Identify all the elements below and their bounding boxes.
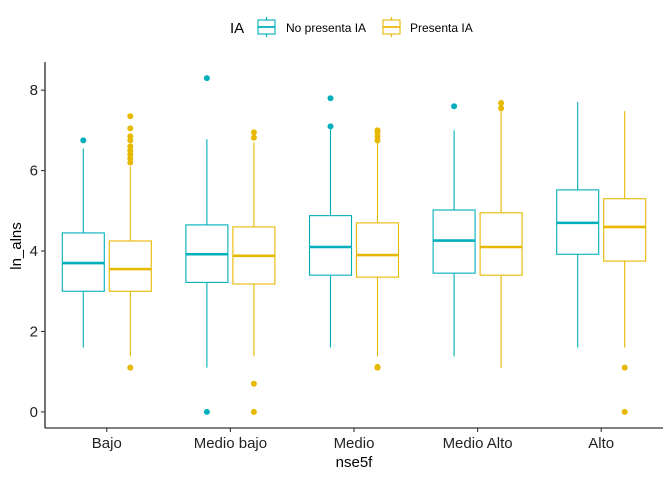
outlier-point [621, 364, 628, 371]
box-iqr [603, 198, 647, 262]
outlier-point [451, 103, 458, 110]
outlier-point [327, 95, 334, 102]
outlier-point [127, 143, 134, 150]
x-tick-label: Bajo [92, 435, 122, 452]
legend-label-no-presenta: No presenta IA [286, 21, 366, 35]
outlier-point [203, 75, 210, 82]
outlier-point [250, 380, 257, 387]
box-alto-presenta [603, 111, 647, 415]
x-tick-label: Medio [334, 435, 375, 452]
box-medio-presenta [355, 127, 400, 371]
outlier-point [374, 127, 381, 134]
x-tick-label: Medio bajo [194, 435, 267, 452]
x-tick-label: Medio Alto [443, 435, 513, 452]
y-tick-label: 6 [30, 163, 38, 180]
outlier-point [127, 133, 134, 140]
outlier-point [374, 363, 381, 370]
legend-label-presenta: Presenta IA [410, 21, 473, 35]
legend-title: IA [230, 20, 244, 37]
box-medio-alto-presenta [479, 100, 523, 368]
box-medio-alto-no-presenta [432, 103, 476, 357]
legend-key-no-presenta [257, 17, 276, 37]
box-iqr [479, 212, 523, 276]
outlier-point [127, 364, 134, 371]
legend: IA No presenta IA Presenta IA [230, 17, 473, 37]
outlier-point [250, 134, 257, 141]
y-tick-label: 0 [30, 404, 38, 421]
outlier-point [327, 123, 334, 130]
outlier-point [250, 129, 257, 136]
box-bajo-presenta [108, 113, 152, 371]
outlier-point [498, 100, 505, 107]
outlier-point [127, 125, 134, 132]
box-alto-no-presenta [556, 102, 600, 348]
box-group [61, 75, 647, 415]
box-bajo-no-presenta [61, 137, 105, 348]
axes: 0 2 4 6 8 Bajo Medio bajo Medio Medio Alto Alto [30, 62, 663, 452]
outlier-point [498, 105, 505, 112]
box-iqr [308, 215, 353, 276]
box-medio-bajo-presenta [232, 129, 276, 415]
outlier-point [621, 408, 628, 415]
x-tick-label: Alto [588, 435, 614, 452]
y-tick-label: 4 [30, 243, 38, 260]
box-iqr [355, 222, 400, 278]
y-tick-label: 2 [30, 323, 38, 340]
box-iqr [108, 240, 152, 292]
y-axis-title: ln_alns [8, 222, 25, 270]
outlier-point [250, 408, 257, 415]
x-axis-title: nse5f [336, 454, 374, 471]
box-medio-bajo-no-presenta [185, 75, 229, 415]
box-medio-no-presenta [308, 95, 353, 348]
outlier-point [80, 137, 87, 144]
outlier-point [127, 113, 134, 120]
outlier-point [203, 408, 210, 415]
legend-key-presenta [382, 17, 401, 37]
y-tick-label: 8 [30, 82, 38, 99]
